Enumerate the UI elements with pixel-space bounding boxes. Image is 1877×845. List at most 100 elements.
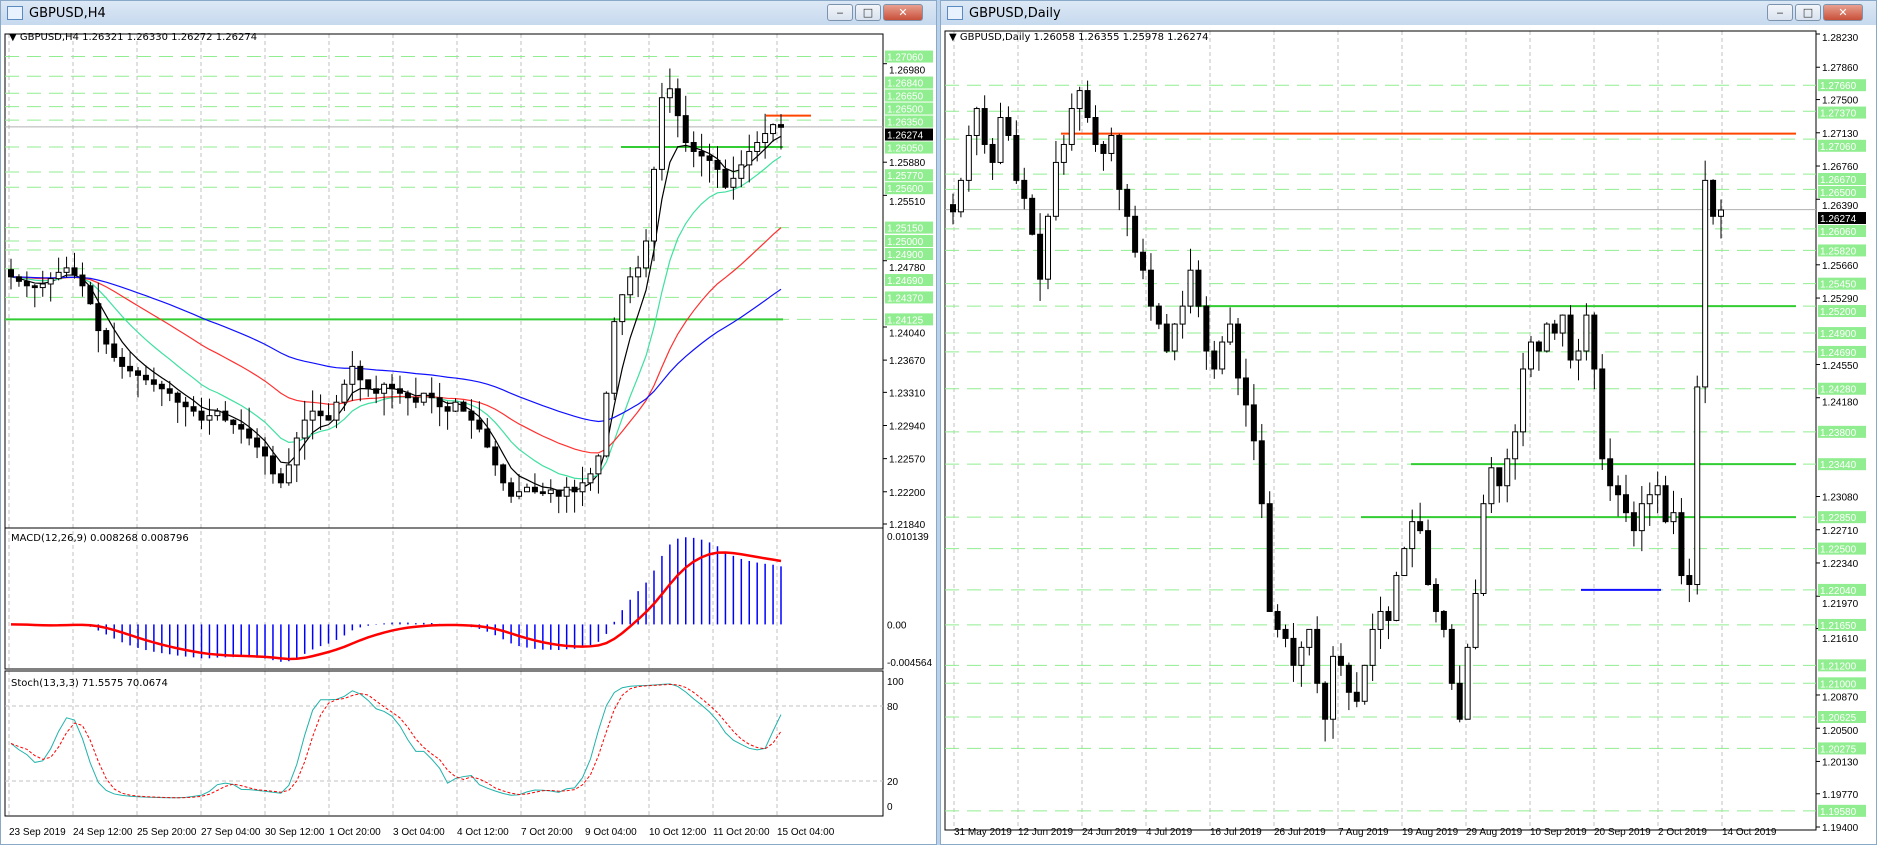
candle-body bbox=[269, 455, 276, 475]
candle bbox=[1440, 610, 1447, 638]
candle bbox=[563, 477, 570, 513]
candle-body bbox=[111, 343, 118, 358]
title-bar[interactable]: GBPUSD,Daily bbox=[941, 1, 1876, 25]
level-label: 1.25770 bbox=[887, 171, 924, 182]
candle-body bbox=[1361, 664, 1368, 702]
stoch-pane bbox=[4, 670, 884, 817]
level-label-bg bbox=[885, 115, 933, 128]
time-axis-label: 9 Oct 04:00 bbox=[585, 827, 637, 838]
time-axis-label: 27 Sep 04:00 bbox=[201, 827, 261, 838]
time-axis-label: 7 Aug 2019 bbox=[1338, 827, 1389, 838]
candle-body bbox=[246, 428, 253, 439]
symbol-ohlc: GBPUSD,H4 1.26321 1.26330 1.26272 1.2627… bbox=[19, 32, 258, 43]
candle-body bbox=[1314, 628, 1321, 684]
candle-body bbox=[492, 446, 499, 466]
candle-body bbox=[1179, 305, 1186, 325]
candle-body bbox=[722, 168, 729, 188]
candle-body bbox=[1274, 610, 1281, 630]
candle bbox=[222, 401, 229, 423]
candle bbox=[1235, 318, 1242, 396]
candle-body bbox=[127, 365, 134, 372]
candle-body bbox=[254, 437, 261, 448]
level-label-bg bbox=[1818, 305, 1866, 318]
chart-window-icon bbox=[7, 6, 23, 20]
candle bbox=[1282, 624, 1289, 648]
candle bbox=[452, 398, 459, 413]
level-label-bg bbox=[885, 248, 933, 261]
candle-body bbox=[79, 274, 86, 287]
h4-chart-canvas[interactable]: 1.27060 1.26980 1.26840 1.26650 1.26500 1.263… bbox=[1, 25, 936, 845]
h4-chart-window[interactable]: GBPUSD,H4 ‒ □ ✕ 1.27060 1.26980 1.26840 1.266… bbox=[0, 0, 937, 845]
candle bbox=[547, 479, 554, 503]
candle-body bbox=[1298, 646, 1305, 666]
price-tick: 1.22940 bbox=[889, 421, 926, 432]
maximize-button[interactable]: □ bbox=[855, 4, 881, 21]
candle-body bbox=[1401, 548, 1408, 577]
minimize-button[interactable]: ‒ bbox=[1767, 4, 1793, 21]
candle-body bbox=[333, 401, 340, 421]
candle bbox=[1630, 501, 1637, 547]
candle-body bbox=[1322, 682, 1329, 720]
price-tick: 1.26760 bbox=[1822, 162, 1859, 173]
candle-body bbox=[500, 464, 507, 484]
time-axis-label: 10 Sep 2019 bbox=[1530, 827, 1587, 838]
candle-body bbox=[230, 419, 237, 426]
moving-average-line bbox=[10, 227, 782, 454]
level-label-bg bbox=[885, 169, 933, 182]
time-axis-label: 23 Sep 2019 bbox=[9, 827, 66, 838]
title-bar[interactable]: GBPUSD,H4 bbox=[1, 1, 936, 25]
candle-body bbox=[412, 397, 419, 403]
candle-body bbox=[206, 415, 213, 421]
candle bbox=[1686, 558, 1693, 603]
candle bbox=[95, 282, 102, 353]
level-label: 1.22500 bbox=[1820, 545, 1857, 556]
chart-header: ▼ GBPUSD,H4 1.26321 1.26330 1.26272 1.26… bbox=[9, 32, 258, 43]
candle-body bbox=[444, 406, 451, 412]
candle-body bbox=[1005, 117, 1012, 136]
level-label: 1.27660 bbox=[1820, 81, 1857, 92]
candle-body bbox=[95, 303, 102, 332]
candle-body bbox=[1480, 503, 1487, 595]
candle bbox=[1512, 424, 1519, 480]
level-label: 1.21650 bbox=[1820, 621, 1857, 632]
candle bbox=[1345, 662, 1352, 711]
macd-tick: 0.00 bbox=[887, 620, 907, 631]
minimize-button[interactable]: ‒ bbox=[827, 4, 853, 21]
candle bbox=[635, 255, 642, 298]
candle bbox=[1583, 303, 1590, 361]
candle bbox=[997, 102, 1004, 165]
close-button[interactable]: ✕ bbox=[883, 4, 923, 21]
stoch-tick: 80 bbox=[887, 702, 899, 713]
level-label-bg bbox=[1818, 677, 1866, 690]
level-label-bg bbox=[885, 274, 933, 287]
candle bbox=[1203, 296, 1210, 370]
level-label: 1.24900 bbox=[1820, 329, 1857, 340]
candle-body bbox=[1013, 134, 1020, 181]
candle bbox=[15, 274, 22, 287]
candle-body bbox=[55, 271, 62, 280]
candle bbox=[1060, 135, 1067, 175]
candle-body bbox=[1527, 341, 1534, 370]
candle-body bbox=[277, 473, 284, 484]
close-button[interactable]: ✕ bbox=[1823, 4, 1863, 21]
level-label: 1.27060 bbox=[887, 53, 924, 64]
level-label-bg bbox=[1818, 186, 1866, 199]
candle bbox=[1337, 643, 1344, 676]
daily-chart-window[interactable]: GBPUSD,Daily ‒ □ ✕ 1.28230 1.27860 1.27660 1.… bbox=[940, 0, 1877, 845]
maximize-button[interactable]: □ bbox=[1795, 4, 1821, 21]
candle bbox=[1021, 167, 1028, 210]
daily-chart-canvas[interactable]: 1.28230 1.27860 1.27660 1.27500 1.27370 1.271… bbox=[941, 25, 1876, 845]
candle-body bbox=[1718, 209, 1724, 217]
price-tick: 1.19770 bbox=[1822, 790, 1859, 801]
candle bbox=[1179, 290, 1186, 339]
candle bbox=[1361, 664, 1368, 705]
candle bbox=[1670, 490, 1677, 535]
candle-body bbox=[1654, 485, 1661, 496]
candle bbox=[1432, 578, 1439, 623]
candle bbox=[1464, 643, 1471, 720]
candle bbox=[730, 156, 737, 200]
candle bbox=[1013, 120, 1020, 184]
candle bbox=[1322, 681, 1329, 742]
candle-body bbox=[1060, 143, 1067, 163]
current-price-bg bbox=[1818, 212, 1866, 225]
